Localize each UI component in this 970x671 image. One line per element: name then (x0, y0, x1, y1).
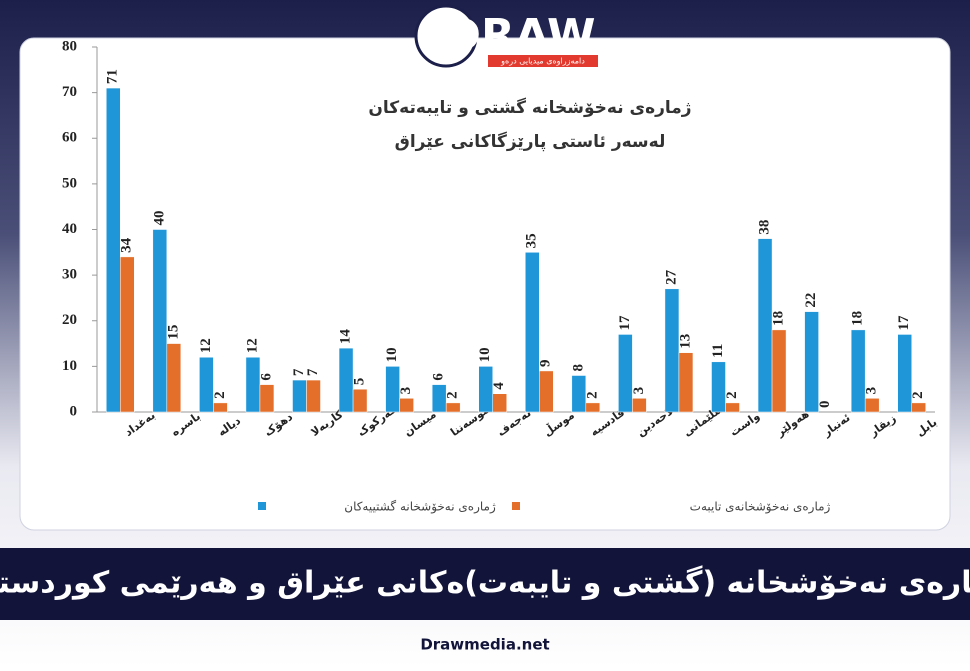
value-label: 38 (756, 220, 772, 235)
logo-subtitle: دامەزراوەی میدیایی درەو (500, 57, 585, 66)
value-label: 2 (910, 391, 926, 399)
footer: Drawmedia.net (420, 636, 549, 654)
bar (618, 334, 633, 413)
bar (664, 288, 680, 413)
value-label: 9 (538, 359, 554, 367)
bar (152, 229, 168, 413)
bar (385, 366, 400, 413)
value-label: 3 (864, 387, 880, 395)
value-label: 40 (151, 211, 167, 226)
legend-swatch (258, 502, 266, 510)
value-label: 7 (291, 368, 307, 376)
y-tick-label: 30 (62, 267, 77, 283)
bar (478, 366, 493, 413)
banner: ژمارەی نەخۆشخانە (گشتی و تایبەت)ەکانی عێ… (0, 565, 970, 601)
bar (897, 334, 912, 413)
y-tick-label: 60 (62, 130, 77, 146)
value-label: 11 (710, 344, 726, 358)
y-tick-label: 0 (70, 403, 78, 419)
value-label: 2 (724, 391, 740, 399)
value-label: 22 (803, 293, 819, 308)
value-label: 7 (305, 368, 321, 376)
value-label: 18 (770, 311, 786, 326)
bar (864, 398, 880, 413)
bar (106, 87, 121, 413)
bar (539, 370, 554, 413)
value-label: 5 (351, 378, 367, 386)
bar (306, 379, 321, 413)
bar (911, 402, 926, 413)
bar (166, 343, 182, 413)
bar (571, 375, 587, 413)
value-label: 2 (212, 391, 228, 399)
bar (771, 329, 787, 413)
y-tick-label: 70 (62, 84, 77, 100)
value-label: 71 (105, 69, 121, 84)
y-tick-label: 50 (62, 175, 77, 191)
value-label: 17 (896, 315, 912, 331)
bar (632, 398, 647, 413)
logo-strip (488, 55, 598, 67)
value-label: 12 (244, 338, 260, 353)
bar (352, 388, 368, 413)
bar (445, 402, 461, 413)
legend-label: ژمارەی نەخۆشخانە گشتییەکان (344, 500, 496, 515)
bar (199, 357, 214, 413)
value-label: 34 (119, 237, 135, 253)
value-label: 3 (631, 387, 647, 395)
bar (399, 398, 414, 413)
value-label: 14 (337, 329, 353, 345)
chart-subtitle: لەسەر ئاستی پارێزگاکانی عێراق (395, 131, 666, 152)
value-label: 17 (617, 315, 633, 331)
value-label: 10 (477, 347, 493, 362)
bar (245, 357, 261, 413)
bar (338, 347, 354, 413)
banner-bg (0, 548, 970, 620)
logo-mark (414, 4, 478, 68)
value-label: 13 (677, 334, 693, 349)
bar (757, 238, 773, 413)
legend-label: ژمارەی نەخۆشخانەی تایبەت (690, 500, 831, 515)
y-tick-label: 80 (62, 38, 77, 54)
y-tick-label: 40 (62, 221, 77, 237)
value-label: 2 (445, 391, 461, 399)
bar (120, 256, 135, 413)
value-label: 27 (663, 269, 679, 285)
bar (711, 361, 726, 413)
value-label: 10 (384, 347, 400, 362)
value-label: 18 (850, 311, 866, 326)
value-label: 0 (817, 401, 833, 409)
value-label: 15 (165, 325, 181, 340)
value-label: 3 (398, 387, 414, 395)
value-label: 8 (570, 364, 586, 372)
y-tick-label: 20 (62, 312, 77, 328)
y-tick-label: 10 (62, 358, 77, 374)
bar (678, 352, 694, 413)
value-label: 12 (198, 338, 214, 353)
bar (431, 384, 447, 413)
legend-swatch (512, 502, 520, 510)
bar (492, 393, 507, 413)
value-label: 6 (431, 373, 447, 381)
value-label: 6 (258, 373, 274, 381)
bar (585, 402, 601, 413)
bar (259, 384, 275, 413)
bar (850, 329, 866, 413)
bar (525, 252, 540, 413)
value-label: 2 (584, 391, 600, 399)
bar (213, 402, 228, 413)
bar (804, 311, 819, 413)
bar (725, 402, 740, 413)
value-label: 35 (524, 233, 540, 248)
chart-title: ژمارەی نەخۆشخانە گشتی و تایبەتەکان (368, 97, 691, 118)
value-label: 4 (491, 382, 507, 390)
bar (292, 379, 307, 413)
logo-title: DRAW (444, 10, 595, 61)
